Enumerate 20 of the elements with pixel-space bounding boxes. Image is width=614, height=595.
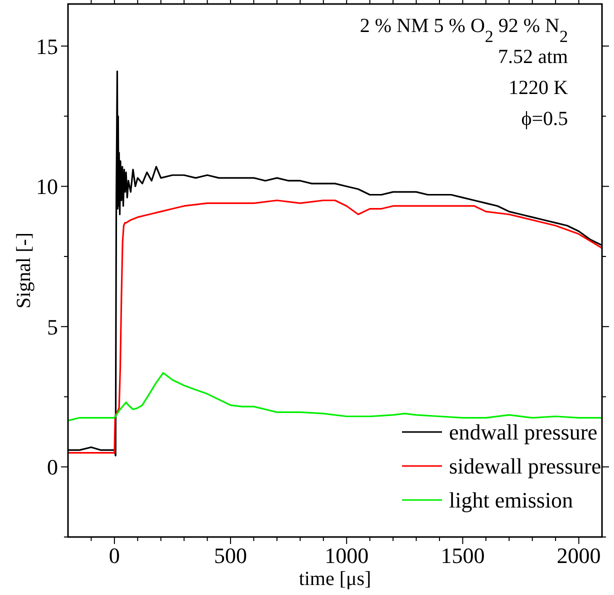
- y-tick-label: 15: [36, 34, 58, 59]
- y-tick-label: 0: [47, 454, 58, 480]
- annotation: ϕ=0.5: [521, 108, 568, 130]
- line-series: [68, 200, 602, 454]
- legend-label: light emission: [449, 488, 574, 513]
- x-axis-title: time [μs]: [298, 568, 372, 590]
- annotation: 1220 K: [508, 77, 569, 99]
- x-tick-label: 500: [214, 543, 248, 568]
- y-axis-title: Signal [-]: [13, 232, 35, 309]
- legend-label: endwall pressure: [449, 420, 598, 445]
- y-tick-label: 10: [36, 174, 58, 200]
- x-tick-label: 1000: [324, 543, 369, 568]
- x-tick-label: 1500: [440, 543, 485, 568]
- x-tick-label: 2000: [556, 543, 601, 568]
- line-series: [68, 372, 602, 422]
- legend-label: sidewall pressure: [449, 454, 602, 479]
- x-tick-label: 0: [108, 543, 120, 568]
- annotation: 2 % NM 5 % O$_{2}$ 92 % N$_{2}$: [360, 15, 568, 46]
- annotation: 7.52 atm: [498, 46, 568, 68]
- y-tick-label: 5: [47, 314, 58, 340]
